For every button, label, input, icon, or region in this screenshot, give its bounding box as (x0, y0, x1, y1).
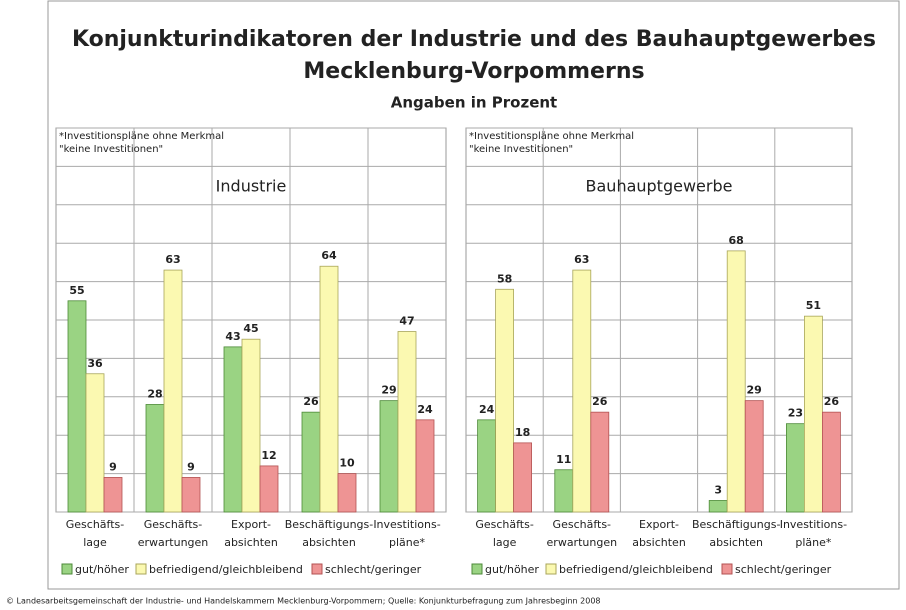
value-label: 24 (479, 403, 495, 416)
legend-swatch (135, 563, 147, 575)
bar (590, 411, 610, 513)
legend-label: befriedigend/gleichbleibend (149, 563, 303, 576)
x-tick-label: lage (493, 536, 517, 549)
x-tick-label: Investitions- (780, 518, 847, 531)
value-label: 63 (165, 253, 180, 266)
x-tick-label: absichten (709, 536, 763, 549)
x-tick-label: Investitions- (373, 518, 440, 531)
value-label: 55 (69, 284, 84, 297)
bar (804, 315, 823, 513)
subtitle: Angaben in Prozent (391, 94, 557, 112)
note: "keine Investitionen" (59, 144, 163, 155)
bar (319, 265, 339, 513)
note: *Investitionspläne ohne Merkmal (59, 131, 224, 142)
x-tick-label: Geschäfts- (66, 518, 125, 531)
x-tick-label: absichten (302, 536, 356, 549)
bar (708, 500, 728, 513)
legend-swatch (61, 563, 73, 575)
bar (145, 404, 165, 513)
value-label: 43 (225, 330, 240, 343)
value-label: 12 (261, 449, 276, 462)
title-line: Konjunkturindikatoren der Industrie und … (72, 27, 876, 52)
bar (337, 473, 357, 513)
bar (223, 346, 243, 513)
x-tick-label: lage (83, 536, 107, 549)
value-label: 51 (806, 299, 821, 312)
x-tick-label: Geschäfts- (475, 518, 534, 531)
x-tick-label: pläne* (795, 536, 832, 549)
bar (477, 419, 497, 513)
value-label: 47 (399, 315, 414, 328)
footer: © Landesarbeitsgemeinschaft der Industri… (6, 597, 601, 606)
value-label: 18 (515, 426, 530, 439)
value-label: 64 (321, 249, 337, 262)
legend-label: befriedigend/gleichbleibend (559, 563, 713, 576)
title-line: Mecklenburg-Vorpommerns (303, 59, 644, 84)
x-tick-label: Geschäfts- (144, 518, 203, 531)
bar (397, 331, 417, 513)
value-label: 24 (417, 403, 433, 416)
legend-swatch (311, 563, 323, 575)
bar (513, 442, 532, 513)
legend-label: gut/höher (485, 563, 539, 576)
legend-swatch (471, 563, 483, 575)
bar (163, 269, 183, 513)
bar (726, 250, 746, 513)
bar (181, 477, 201, 513)
legend-swatch (721, 563, 733, 575)
value-label: 9 (187, 460, 195, 473)
value-label: 58 (497, 272, 512, 285)
x-tick-label: pläne* (389, 536, 426, 549)
value-label: 68 (729, 234, 744, 247)
legend-label: schlecht/geringer (325, 563, 422, 576)
bar (379, 400, 399, 513)
value-label: 3 (714, 483, 722, 496)
x-tick-label: Beschäftigungs- (285, 518, 373, 531)
x-tick-label: erwartungen (547, 536, 618, 549)
bar (786, 423, 805, 513)
legend-label: gut/höher (75, 563, 129, 576)
value-label: 28 (147, 387, 162, 400)
note: "keine Investitionen" (469, 144, 573, 155)
value-label: 45 (243, 322, 258, 335)
bar (85, 373, 105, 513)
bar (241, 338, 261, 513)
value-label: 29 (381, 384, 396, 397)
value-label: 26 (303, 395, 319, 408)
note: *Investitionspläne ohne Merkmal (469, 131, 634, 142)
bar (744, 400, 764, 513)
value-label: 9 (109, 460, 117, 473)
value-label: 26 (824, 395, 840, 408)
value-label: 11 (556, 453, 571, 466)
bar (67, 300, 87, 513)
bar (822, 411, 841, 513)
bar (415, 419, 435, 513)
value-label: 10 (339, 457, 355, 470)
x-tick-label: Export- (231, 518, 271, 531)
x-tick-label: absichten (224, 536, 278, 549)
value-label: 29 (747, 384, 762, 397)
bar (554, 469, 574, 513)
value-label: 23 (788, 407, 803, 420)
bar (301, 411, 321, 513)
panel-title: Bauhauptgewerbe (586, 177, 733, 196)
bar (103, 477, 123, 513)
x-tick-label: absichten (632, 536, 686, 549)
x-tick-label: Geschäfts- (553, 518, 612, 531)
x-tick-label: Beschäftigungs- (692, 518, 780, 531)
value-label: 63 (574, 253, 589, 266)
x-tick-label: erwartungen (138, 536, 209, 549)
bar (259, 465, 279, 513)
legend-swatch (545, 563, 557, 575)
panel-title: Industrie (216, 177, 287, 196)
bar (572, 269, 592, 513)
x-tick-label: Export- (639, 518, 679, 531)
value-label: 36 (87, 357, 103, 370)
legend-label: schlecht/geringer (735, 563, 832, 576)
value-label: 26 (592, 395, 608, 408)
bar (495, 288, 515, 513)
